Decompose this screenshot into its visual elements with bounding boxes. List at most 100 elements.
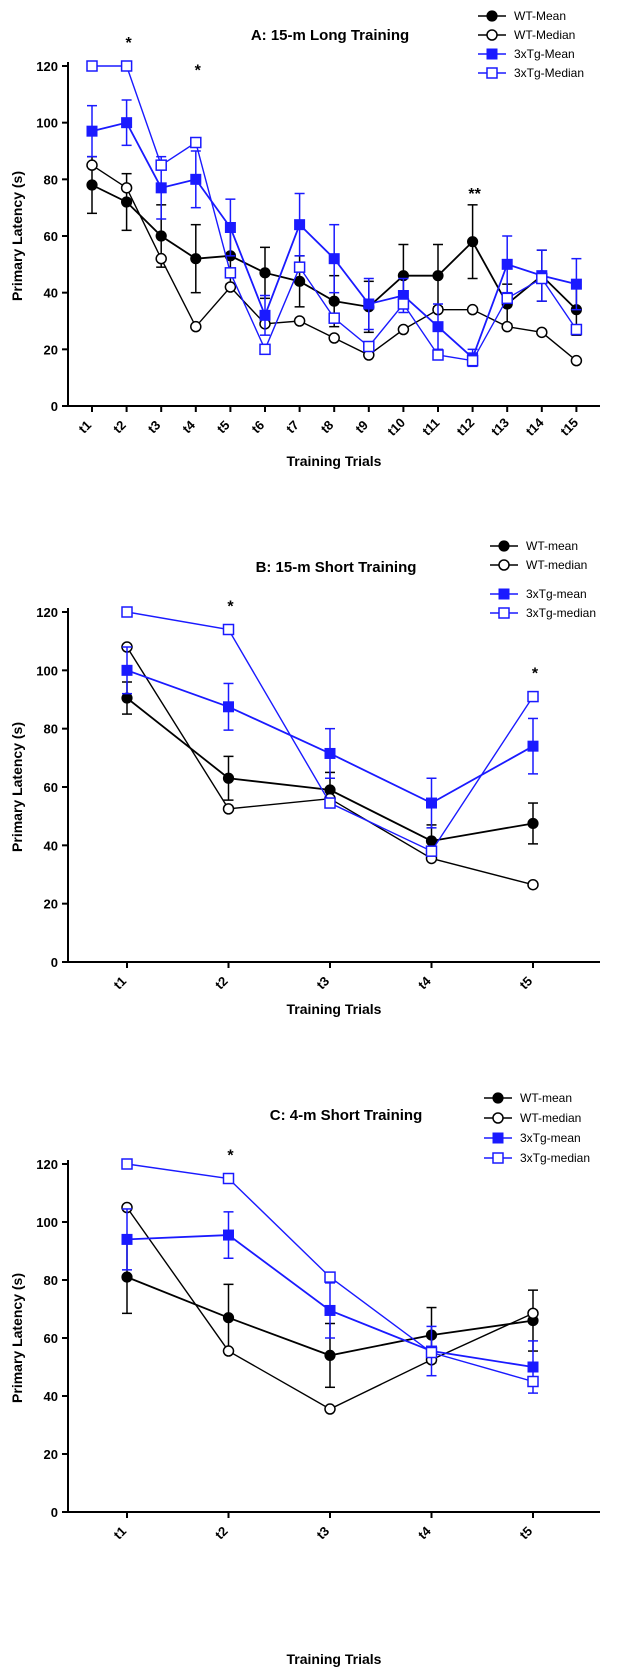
data-point — [328, 295, 340, 307]
data-point — [223, 1229, 234, 1241]
legend-entry: WT-mean — [484, 1091, 572, 1105]
x-tick-label: t10 — [384, 415, 408, 439]
legend-marker — [492, 1152, 504, 1164]
data-point — [120, 196, 133, 208]
data-point — [426, 797, 437, 809]
legend-marker — [486, 67, 498, 79]
data-point — [324, 1403, 336, 1415]
x-tick-label: t5 — [516, 973, 535, 992]
series-3xtg-median — [121, 606, 539, 857]
data-point — [155, 159, 167, 171]
data-point — [294, 219, 306, 231]
y-tick-label: 20 — [44, 897, 58, 912]
data-point — [190, 320, 202, 333]
legend-entry: WT-mean — [490, 539, 578, 553]
data-point — [527, 690, 539, 703]
y-tick-label: 40 — [44, 286, 58, 301]
data-point — [222, 623, 235, 636]
series-3xtg-median — [86, 60, 583, 367]
y-axis-label: Primary Latency (s) — [9, 1273, 25, 1403]
y-tick-label: 60 — [44, 780, 58, 795]
legend-label: WT-median — [526, 558, 587, 572]
x-tick-label: t9 — [352, 417, 371, 436]
chart-title: C: 4-m Short Training — [270, 1107, 423, 1124]
significance-marker: * — [195, 63, 202, 80]
data-point — [293, 261, 306, 273]
data-point — [570, 323, 583, 336]
data-point — [121, 1158, 133, 1170]
data-point — [190, 136, 202, 149]
significance-marker: * — [532, 666, 539, 683]
x-axis-label: Training Trials — [287, 1651, 382, 1667]
x-axis-label: Training Trials — [287, 453, 382, 469]
series-wt-median — [121, 1201, 539, 1415]
legend-marker — [498, 540, 510, 552]
data-point — [224, 281, 237, 293]
data-point — [536, 272, 548, 285]
y-tick-label: 100 — [36, 663, 58, 678]
y-tick-label: 120 — [36, 59, 58, 74]
legend-label: WT-mean — [520, 1091, 572, 1105]
data-point — [527, 1307, 539, 1320]
y-tick-label: 80 — [44, 172, 58, 187]
y-tick-label: 60 — [44, 1331, 58, 1346]
legend-entry: WT-median — [490, 558, 587, 572]
x-tick-label: t6 — [248, 417, 267, 436]
data-point — [86, 60, 98, 72]
legend-entry: WT-Mean — [478, 9, 566, 23]
x-tick-label: t7 — [283, 417, 302, 436]
data-point — [466, 354, 479, 367]
legend-marker — [492, 1092, 504, 1104]
data-point — [190, 253, 202, 265]
x-axis-label: Training Trials — [287, 1001, 382, 1017]
x-tick-label: t14 — [523, 414, 547, 438]
chart-title: B: 15-m Short Training — [256, 559, 417, 576]
y-tick-label: 80 — [44, 722, 58, 737]
y-axis-label: Primary Latency (s) — [9, 722, 25, 852]
x-tick-label: t4 — [179, 417, 198, 436]
data-point — [397, 323, 410, 336]
data-point — [222, 1345, 235, 1357]
data-point — [527, 1361, 539, 1373]
data-point — [222, 1312, 235, 1324]
data-point — [527, 740, 539, 752]
data-point — [324, 797, 336, 809]
legend-entry: 3xTg-median — [484, 1151, 590, 1165]
y-tick-label: 0 — [51, 955, 58, 970]
legend-entry: 3xTg-Median — [478, 66, 584, 80]
x-tick-label: t15 — [557, 415, 581, 439]
data-point — [224, 267, 237, 279]
data-point — [324, 1271, 336, 1283]
data-point — [328, 253, 340, 265]
x-tick-label: t1 — [110, 973, 129, 992]
legend-marker — [498, 607, 510, 619]
legend-marker — [492, 1112, 504, 1124]
data-point — [570, 278, 582, 290]
x-tick-label: t3 — [145, 417, 164, 436]
x-tick-label: t13 — [488, 415, 512, 439]
data-point — [155, 230, 167, 242]
y-tick-label: 100 — [36, 116, 58, 131]
legend-label: 3xTg-Mean — [514, 47, 575, 61]
data-point — [294, 275, 306, 287]
series-3xtg-mean — [121, 646, 539, 829]
data-point — [501, 292, 513, 305]
x-tick-label: t11 — [419, 415, 442, 438]
data-point — [222, 772, 235, 784]
x-tick-label: t3 — [313, 973, 332, 992]
data-point — [501, 258, 513, 270]
data-point — [259, 267, 271, 279]
data-point — [527, 1375, 539, 1388]
data-point — [570, 354, 583, 367]
data-point — [466, 303, 479, 316]
data-point — [259, 309, 271, 321]
x-tick-label: t3 — [313, 1523, 332, 1542]
legend-entry: 3xTg-Mean — [478, 47, 575, 61]
x-tick-label: t4 — [415, 1523, 434, 1542]
legend-label: WT-Mean — [514, 9, 566, 23]
y-tick-label: 0 — [51, 399, 58, 414]
data-point — [155, 182, 167, 194]
y-tick-label: 40 — [44, 1389, 58, 1404]
x-tick-label: t5 — [214, 417, 233, 436]
